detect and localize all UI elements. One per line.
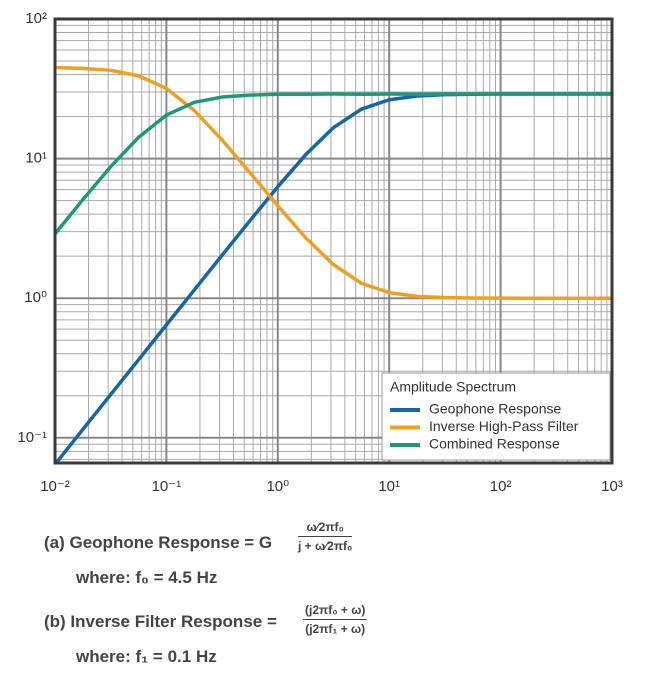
y-tick-label: 10⁻¹	[17, 429, 47, 446]
legend-title: Amplitude Spectrum	[390, 379, 516, 395]
chart: 10⁻² 10⁻¹ 10⁰ 10¹ 10² 10³ 10⁻¹ 10⁰ 10¹ 10² Amplitu…	[17, 10, 623, 495]
formula-lhs: (a) Geophone Response = G	[44, 533, 273, 552]
denominator: j + ω⁄2πf₀	[298, 539, 353, 553]
legend-label: Geophone Response	[429, 401, 562, 417]
x-tick-label: 10²	[490, 478, 512, 495]
numerator: ω⁄2πf₀	[298, 520, 353, 537]
y-tick-label: 10⁰	[24, 289, 47, 306]
x-tick-label: 10³	[601, 478, 623, 495]
y-tick-label: 10²	[25, 10, 47, 27]
x-tick-label: 10⁻¹	[152, 478, 182, 495]
formula-lhs: (b) Inverse Filter Response =	[44, 612, 277, 631]
legend-label: Inverse High-Pass Filter	[429, 418, 579, 434]
series-line	[55, 92, 612, 235]
plot-frame	[53, 17, 614, 465]
y-tick-label: 10¹	[25, 150, 47, 167]
series-line	[55, 65, 612, 300]
legend-label: Combined Response	[429, 436, 560, 452]
x-tick-label: 10¹	[378, 478, 400, 495]
formula-fraction: (j2πf₀ + ω) (j2πf₁ + ω)	[303, 603, 368, 636]
formula-fraction: ω⁄2πf₀ j + ω⁄2πf₀	[298, 520, 353, 553]
x-tick-label: 10⁻²	[40, 478, 70, 495]
x-tick-label: 10⁰	[266, 478, 289, 495]
formula-where: where: f₀ = 4.5 Hz	[76, 568, 218, 587]
numerator: (j2πf₀ + ω)	[303, 603, 368, 620]
formula-where: where: f₁ = 0.1 Hz	[76, 647, 217, 666]
denominator: (j2πf₁ + ω)	[305, 622, 366, 636]
